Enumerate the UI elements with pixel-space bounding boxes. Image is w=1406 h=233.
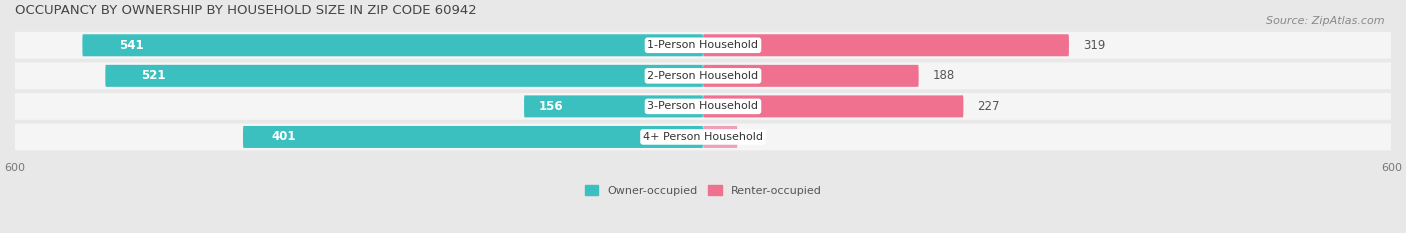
FancyBboxPatch shape [703,65,918,87]
Text: 2-Person Household: 2-Person Household [647,71,759,81]
FancyBboxPatch shape [524,95,703,117]
Text: Source: ZipAtlas.com: Source: ZipAtlas.com [1267,16,1385,26]
Text: 541: 541 [120,39,143,52]
Text: 188: 188 [932,69,955,82]
FancyBboxPatch shape [14,32,1392,59]
Text: 319: 319 [1083,39,1105,52]
FancyBboxPatch shape [703,126,737,148]
Text: 156: 156 [538,100,564,113]
Text: 30: 30 [751,130,766,144]
FancyBboxPatch shape [105,65,703,87]
FancyBboxPatch shape [703,95,963,117]
Text: 3-Person Household: 3-Person Household [648,101,758,111]
FancyBboxPatch shape [14,123,1392,150]
Legend: Owner-occupied, Renter-occupied: Owner-occupied, Renter-occupied [585,185,821,196]
Text: 1-Person Household: 1-Person Household [648,40,758,50]
Text: 401: 401 [271,130,297,144]
Text: OCCUPANCY BY OWNERSHIP BY HOUSEHOLD SIZE IN ZIP CODE 60942: OCCUPANCY BY OWNERSHIP BY HOUSEHOLD SIZE… [14,4,477,17]
FancyBboxPatch shape [703,34,1069,56]
FancyBboxPatch shape [14,93,1392,120]
Text: 4+ Person Household: 4+ Person Household [643,132,763,142]
FancyBboxPatch shape [243,126,703,148]
Text: 521: 521 [141,69,166,82]
FancyBboxPatch shape [14,62,1392,89]
FancyBboxPatch shape [83,34,703,56]
Text: 227: 227 [977,100,1000,113]
